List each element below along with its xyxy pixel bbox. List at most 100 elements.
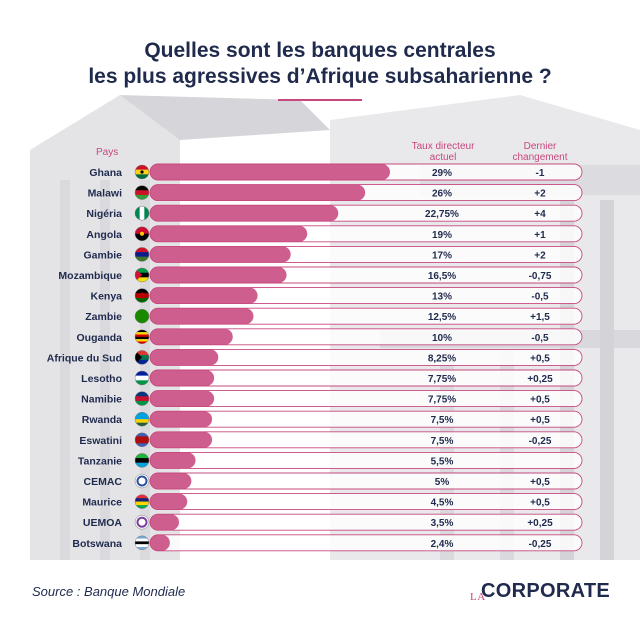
chart-row: Namibie 7,75% +0,5 <box>81 390 583 408</box>
chart-row: Botswana 2,4% -0,25 <box>72 534 583 552</box>
rate-value: 8,25% <box>428 353 456 364</box>
change-value: +0,5 <box>530 477 550 488</box>
rate-value: 13% <box>432 292 452 303</box>
row-outline <box>149 410 583 428</box>
country-label: Angola <box>86 229 122 241</box>
bar-17 <box>150 493 188 510</box>
rate-value: 16,5% <box>428 271 456 282</box>
change-value: +0,5 <box>530 498 550 509</box>
row-outline <box>149 534 583 552</box>
rate-column-header: Taux directeur actuel <box>411 141 475 163</box>
country-label: Mozambique <box>58 270 122 282</box>
change-value: +2 <box>534 250 546 261</box>
bar-3 <box>150 205 339 222</box>
change-value: +0,5 <box>530 395 550 406</box>
gambia-flag-icon <box>135 247 149 262</box>
uganda-flag-icon <box>135 329 149 344</box>
rate-value: 29% <box>432 168 452 179</box>
country-label: Malawi <box>88 188 123 200</box>
bar-14 <box>150 431 213 448</box>
change-value: +0,5 <box>530 415 550 426</box>
mauritius-flag-icon <box>135 494 149 509</box>
change-column-header: Dernier changement <box>512 141 568 163</box>
country-column-header: Pays <box>96 147 119 158</box>
country-label: Eswatini <box>79 435 122 447</box>
change-value: -0,75 <box>529 271 552 282</box>
chart-row: Malawi 26% +2 <box>88 184 583 202</box>
bar-6 <box>150 267 287 283</box>
chart-row: Gambie 17% +2 <box>83 245 583 263</box>
chart-row: Kenya 13% -0,5 <box>90 287 583 305</box>
rate-value: 17% <box>432 250 452 261</box>
chart-row: Ouganda 10% -0,5 <box>76 328 583 346</box>
chart-row: Nigéria 22,75% +4 <box>86 204 583 222</box>
rate-value: 5% <box>435 477 450 488</box>
mozambique-flag-icon <box>135 268 149 282</box>
chart-title-line-2: les plus agressives d’Afrique subsaharie… <box>88 65 552 88</box>
chart-row: Rwanda 7,5% +0,5 <box>82 410 583 428</box>
bar-11 <box>150 370 215 386</box>
chart-row: Maurice 4,5% +0,5 <box>82 493 583 511</box>
country-label: Afrique du Sud <box>47 352 122 364</box>
country-label: Nigéria <box>86 208 122 220</box>
row-outline <box>149 493 583 511</box>
rate-value: 2,4% <box>431 539 454 550</box>
change-value: -0,5 <box>531 333 549 344</box>
bar-19 <box>150 534 170 551</box>
bar-1 <box>150 164 390 180</box>
chart-row: Zambie 12,5% +1,5 <box>85 307 583 325</box>
bar-12 <box>150 390 215 407</box>
change-value: -0,25 <box>529 436 552 447</box>
country-label: Rwanda <box>82 414 122 426</box>
rate-value: 12,5% <box>428 312 456 323</box>
rate-value: 7,5% <box>431 436 454 447</box>
row-outline <box>149 369 583 387</box>
chart-row: Eswatini 7,5% -0,25 <box>79 431 583 449</box>
source-note: Source : Banque Mondiale <box>32 584 186 599</box>
change-value: -0,5 <box>531 292 549 303</box>
ghana-flag-icon <box>135 165 149 179</box>
botswana-flag-icon <box>135 535 149 550</box>
bar-9 <box>150 328 233 345</box>
country-label: CEMAC <box>84 476 123 488</box>
bar-10 <box>150 349 219 366</box>
namibia-flag-icon <box>135 391 149 406</box>
nigeria-flag-icon <box>135 206 149 221</box>
cemac-flag-icon <box>135 474 149 488</box>
kenya-flag-icon <box>135 288 149 303</box>
bar-4 <box>150 225 308 242</box>
change-value: +4 <box>534 209 546 220</box>
chart-row: Lesotho 7,75% +0,25 <box>81 369 583 387</box>
rwanda-flag-icon <box>135 412 149 427</box>
rate-value: 10% <box>432 333 452 344</box>
country-label: Botswana <box>72 538 122 550</box>
lesotho-flag-icon <box>135 371 149 385</box>
change-value: +2 <box>534 189 546 200</box>
country-label: Lesotho <box>81 373 122 385</box>
country-label: Zambie <box>85 311 122 323</box>
bar-2 <box>150 184 366 201</box>
uemoa-flag-icon <box>135 515 149 530</box>
change-value: -1 <box>536 168 545 179</box>
chart-row: Tanzanie 5,5% <box>78 451 583 469</box>
country-label: Namibie <box>81 394 122 406</box>
change-value: +0,25 <box>527 374 553 385</box>
chart-row: Mozambique 16,5% -0,75 <box>58 266 583 284</box>
rate-value: 3,5% <box>431 518 454 529</box>
bar-13 <box>150 411 213 428</box>
angola-flag-icon <box>135 226 149 241</box>
row-outline <box>149 472 583 490</box>
chart-row: Angola 19% +1 <box>86 225 583 243</box>
row-outline <box>149 451 583 469</box>
logo-main: CORPORATE <box>481 580 610 602</box>
rate-value: 4,5% <box>431 498 454 509</box>
chart-title-line-1: Quelles sont les banques centrales <box>144 39 496 62</box>
country-label: Ghana <box>89 167 122 179</box>
change-value: +0,5 <box>530 353 550 364</box>
rate-value: 26% <box>432 189 452 200</box>
change-value: +0,25 <box>527 518 553 529</box>
change-value: +1 <box>534 230 546 241</box>
country-label: Maurice <box>82 497 122 509</box>
bar-18 <box>150 514 179 531</box>
